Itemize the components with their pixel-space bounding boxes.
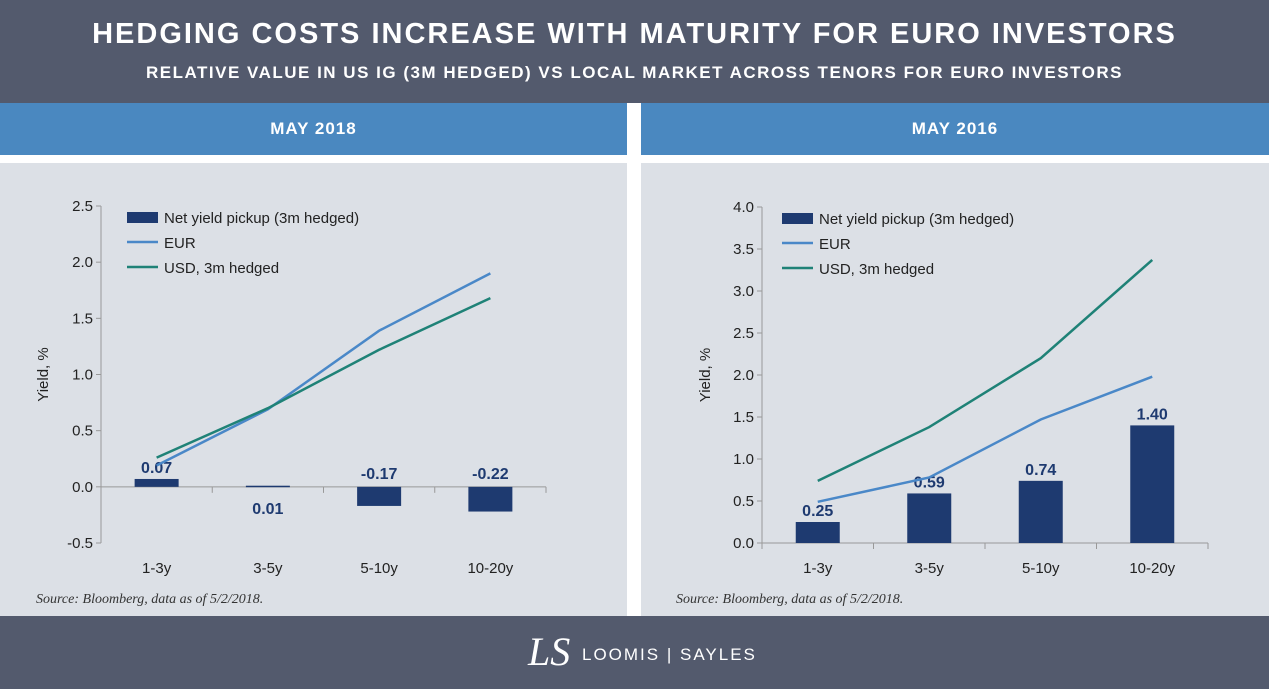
- data-label: -0.22: [472, 466, 509, 483]
- footer: LS LOOMIS | SAYLES: [0, 616, 1269, 689]
- x-tick-label: 1-3y: [803, 560, 833, 577]
- data-label: 0.07: [141, 460, 172, 477]
- x-tick-label: 10-20y: [1129, 560, 1175, 577]
- chart-title-right: MAY 2016: [641, 103, 1269, 155]
- y-tick-label: 0.0: [733, 535, 754, 552]
- y-tick-label: 3.0: [733, 283, 754, 300]
- data-label: 0.01: [252, 501, 283, 518]
- y-tick-label: 2.5: [72, 198, 93, 215]
- bar: [795, 522, 840, 543]
- legend-label: USD, 3m hedged: [819, 261, 934, 278]
- legend-bar-swatch: [127, 212, 158, 223]
- bar: [134, 478, 179, 487]
- legend-bar-swatch: [782, 213, 813, 224]
- bar: [245, 485, 290, 488]
- data-label: 1.40: [1137, 406, 1168, 423]
- line-eur: [156, 272, 491, 467]
- line-usd: [817, 258, 1154, 482]
- legend-label: USD, 3m hedged: [164, 260, 279, 277]
- y-tick-label: 0.0: [72, 479, 93, 496]
- header: HEDGING COSTS INCREASE WITH MATURITY FOR…: [0, 0, 1269, 103]
- bar: [468, 486, 513, 512]
- legend-label: EUR: [164, 235, 196, 252]
- x-tick-label: 5-10y: [360, 560, 398, 577]
- y-axis-label: Yield, %: [697, 348, 714, 402]
- y-tick-label: 2.0: [733, 367, 754, 384]
- chart-title-left: MAY 2018: [0, 103, 627, 155]
- y-tick-label: 4.0: [733, 199, 754, 216]
- line-eur: [817, 375, 1153, 504]
- bar: [357, 486, 402, 506]
- y-tick-label: 0.5: [733, 493, 754, 510]
- line-usd: [156, 296, 491, 459]
- y-tick-label: 3.5: [733, 241, 754, 258]
- y-tick-label: 1.0: [72, 367, 93, 384]
- data-label: 0.25: [802, 503, 833, 520]
- bar: [1018, 480, 1063, 543]
- page-title: HEDGING COSTS INCREASE WITH MATURITY FOR…: [92, 18, 1177, 50]
- legend-label: Net yield pickup (3m hedged): [819, 211, 1014, 228]
- logo: LS: [528, 629, 571, 674]
- y-axis-label: Yield, %: [35, 347, 52, 401]
- page-subtitle: RELATIVE VALUE IN US IG (3M HEDGED) VS L…: [145, 63, 1123, 82]
- data-label: -0.17: [361, 466, 398, 483]
- x-tick-label: 3-5y: [915, 560, 945, 577]
- y-tick-label: 1.0: [733, 451, 754, 468]
- bar: [1130, 425, 1175, 543]
- y-tick-label: -0.5: [67, 535, 93, 552]
- x-tick-label: 5-10y: [1022, 560, 1060, 577]
- y-tick-label: 2.5: [733, 325, 754, 342]
- brand-name: LOOMIS | SAYLES: [582, 645, 757, 664]
- source-note: Source: Bloomberg, data as of 5/2/2018.: [36, 592, 263, 607]
- source-note: Source: Bloomberg, data as of 5/2/2018.: [676, 592, 903, 607]
- legend-label: EUR: [819, 236, 851, 253]
- y-tick-label: 1.5: [72, 310, 93, 327]
- chart-panel-left: [0, 163, 627, 616]
- y-tick-label: 0.5: [72, 423, 93, 440]
- y-tick-label: 2.0: [72, 254, 93, 271]
- data-label: 0.74: [1025, 462, 1056, 479]
- x-tick-label: 10-20y: [467, 560, 513, 577]
- bar: [907, 493, 952, 543]
- y-tick-label: 1.5: [733, 409, 754, 426]
- legend-label: Net yield pickup (3m hedged): [164, 210, 359, 227]
- x-tick-label: 3-5y: [253, 560, 283, 577]
- x-tick-label: 1-3y: [142, 560, 172, 577]
